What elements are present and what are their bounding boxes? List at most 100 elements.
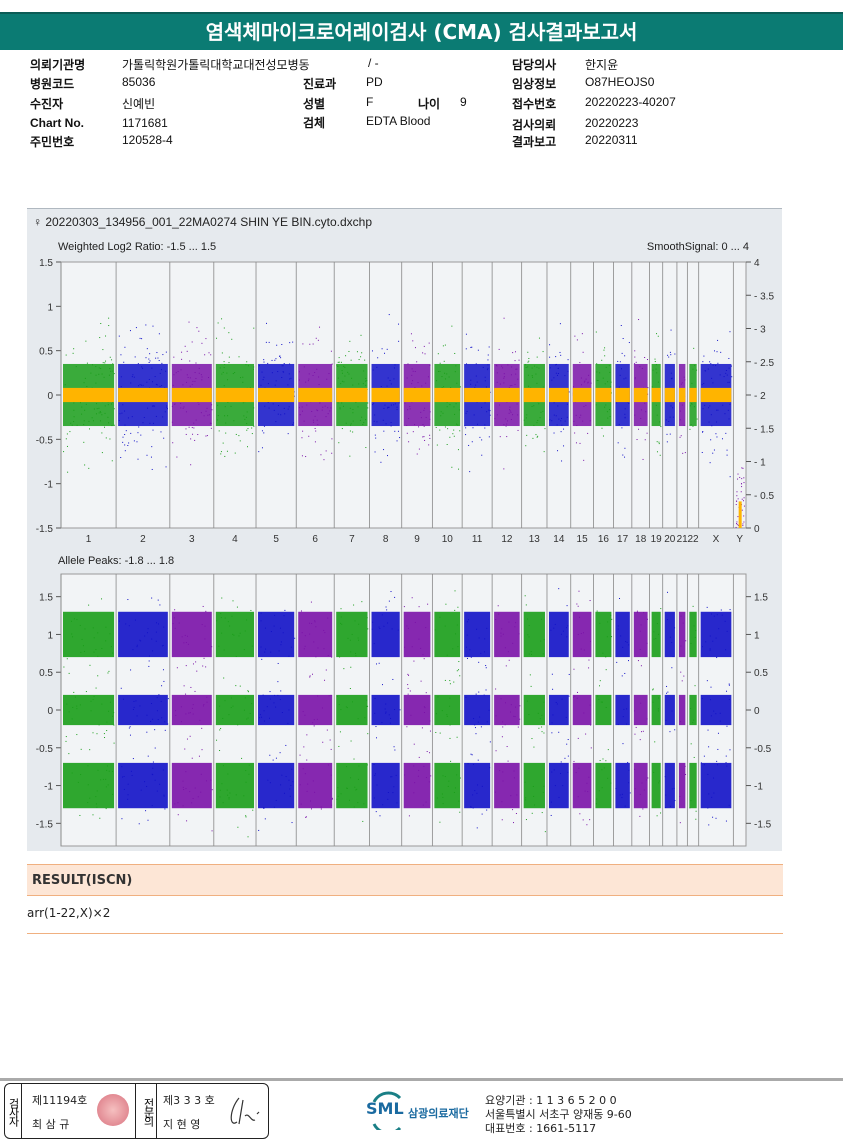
data-point <box>291 822 293 824</box>
data-point <box>703 382 705 384</box>
data-point <box>352 409 354 411</box>
data-point <box>183 406 185 408</box>
data-point <box>287 384 289 386</box>
data-point <box>485 667 487 669</box>
data-point <box>211 404 213 406</box>
data-point <box>263 807 265 809</box>
allele-peak-band <box>548 694 569 726</box>
data-point <box>289 363 291 365</box>
data-point <box>87 765 89 767</box>
data-point <box>412 370 414 372</box>
data-point <box>303 746 305 748</box>
data-point <box>456 624 458 626</box>
label: 진료과 <box>303 77 337 91</box>
data-point <box>147 819 149 821</box>
data-point <box>480 726 482 728</box>
data-point <box>244 630 246 632</box>
data-point <box>411 383 413 385</box>
data-point <box>674 800 676 802</box>
data-point <box>275 799 277 801</box>
data-point <box>465 412 467 414</box>
data-point <box>456 670 458 672</box>
data-point <box>188 321 190 323</box>
data-point <box>361 416 363 418</box>
data-point <box>742 500 744 502</box>
data-point <box>379 815 381 817</box>
allele-peak-band <box>689 694 697 726</box>
data-point <box>164 808 166 810</box>
data-point <box>108 770 110 772</box>
smooth-signal <box>689 387 697 403</box>
data-point <box>310 601 312 603</box>
data-point <box>221 352 223 354</box>
data-point <box>184 634 186 636</box>
data-point <box>503 468 505 470</box>
data-point <box>537 712 539 714</box>
data-point <box>654 358 656 360</box>
data-point <box>109 356 111 358</box>
data-point <box>317 647 319 649</box>
data-point <box>101 432 103 434</box>
data-point <box>83 424 85 426</box>
data-point <box>436 444 438 446</box>
data-point <box>628 402 630 404</box>
data-point <box>251 645 253 647</box>
data-point <box>223 327 225 329</box>
data-point <box>418 448 420 450</box>
data-point <box>152 761 154 763</box>
data-point <box>484 380 486 382</box>
data-point <box>361 601 363 603</box>
data-point <box>127 798 129 800</box>
data-point <box>437 370 439 372</box>
allele-peak-band <box>651 762 661 809</box>
data-point <box>741 478 743 480</box>
data-point <box>558 588 560 590</box>
data-point <box>639 648 641 650</box>
data-point <box>198 372 200 374</box>
data-point <box>685 773 687 775</box>
data-point <box>667 591 669 593</box>
y-tick-label: -1 <box>44 782 53 793</box>
data-point <box>624 416 626 418</box>
data-point <box>147 407 149 409</box>
data-point <box>449 404 451 406</box>
data-point <box>711 377 713 379</box>
data-point <box>532 376 534 378</box>
data-point <box>725 372 727 374</box>
data-point <box>503 424 505 426</box>
data-point <box>540 640 542 642</box>
data-point <box>305 816 307 818</box>
data-point <box>190 686 192 688</box>
data-point <box>387 792 389 794</box>
data-point <box>479 716 481 718</box>
data-point <box>619 597 621 599</box>
data-point <box>725 432 727 434</box>
data-point <box>579 442 581 444</box>
data-point <box>669 805 671 807</box>
data-point <box>118 620 120 622</box>
y-tick-label: -1.5 <box>36 524 54 535</box>
data-point <box>625 641 627 643</box>
data-point <box>231 615 233 617</box>
data-point <box>278 405 280 407</box>
data-point <box>665 794 667 796</box>
data-point <box>287 408 289 410</box>
data-point <box>344 375 346 377</box>
data-point <box>280 644 282 646</box>
data-point <box>628 769 630 771</box>
data-point <box>216 739 218 741</box>
data-point <box>611 636 613 638</box>
data-point <box>434 629 436 631</box>
data-point <box>319 402 321 404</box>
data-point <box>351 377 353 379</box>
y-tick-label: 1 <box>47 302 53 313</box>
data-point <box>282 371 284 373</box>
data-point <box>261 371 263 373</box>
data-point <box>692 605 694 607</box>
data-point <box>644 402 646 404</box>
data-point <box>679 721 681 723</box>
data-point <box>729 609 731 611</box>
data-point <box>604 355 606 357</box>
data-point <box>469 649 471 651</box>
data-point <box>654 741 656 743</box>
